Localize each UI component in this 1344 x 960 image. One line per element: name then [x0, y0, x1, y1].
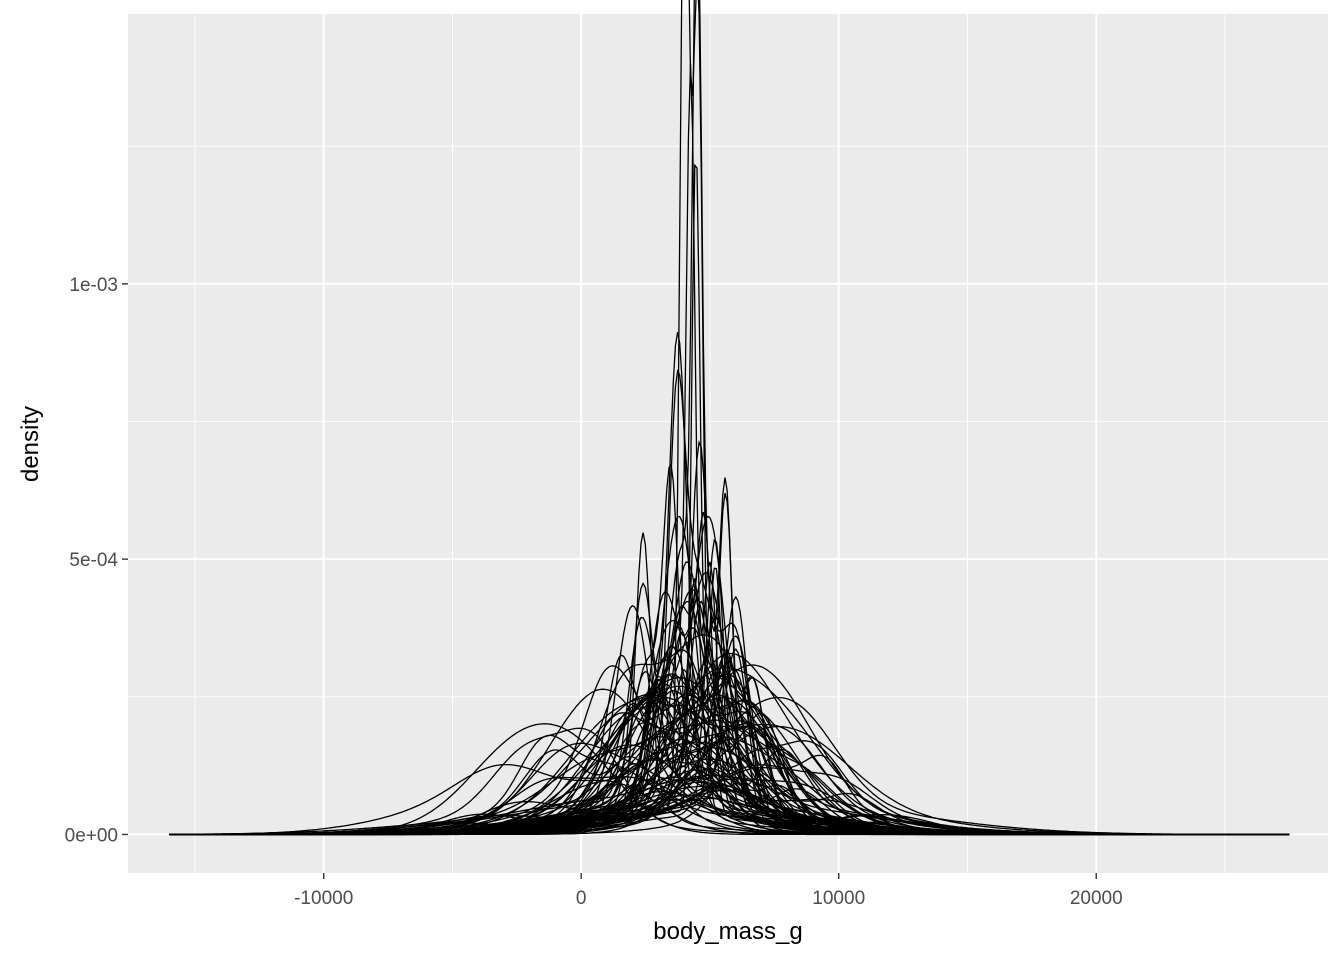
- x-axis-ticks: [323, 873, 1097, 879]
- x-tick-label: 0: [576, 888, 587, 909]
- x-tick-label: -10000: [294, 888, 353, 909]
- density-lines: [169, 0, 1290, 836]
- y-axis-title: density: [17, 406, 44, 482]
- y-tick-label: 0e+00: [65, 825, 118, 846]
- x-axis-title: body_mass_g: [653, 918, 802, 945]
- density-line: [169, 646, 1290, 836]
- y-tick-label: 5e-04: [69, 550, 118, 571]
- x-tick-label: 20000: [1070, 888, 1123, 909]
- y-axis-ticks: [122, 283, 128, 836]
- x-tick-label: 10000: [812, 888, 865, 909]
- x-axis-tick-labels: -10000 0 10000 20000: [294, 888, 1123, 909]
- y-tick-label: 1e-03: [69, 275, 118, 296]
- y-axis: 0e+00 5e-04 1e-03: [65, 275, 128, 847]
- grid-minor: [128, 14, 1328, 873]
- y-axis-tick-labels: 0e+00 5e-04 1e-03: [65, 275, 119, 847]
- x-axis: -10000 0 10000 20000: [294, 873, 1123, 909]
